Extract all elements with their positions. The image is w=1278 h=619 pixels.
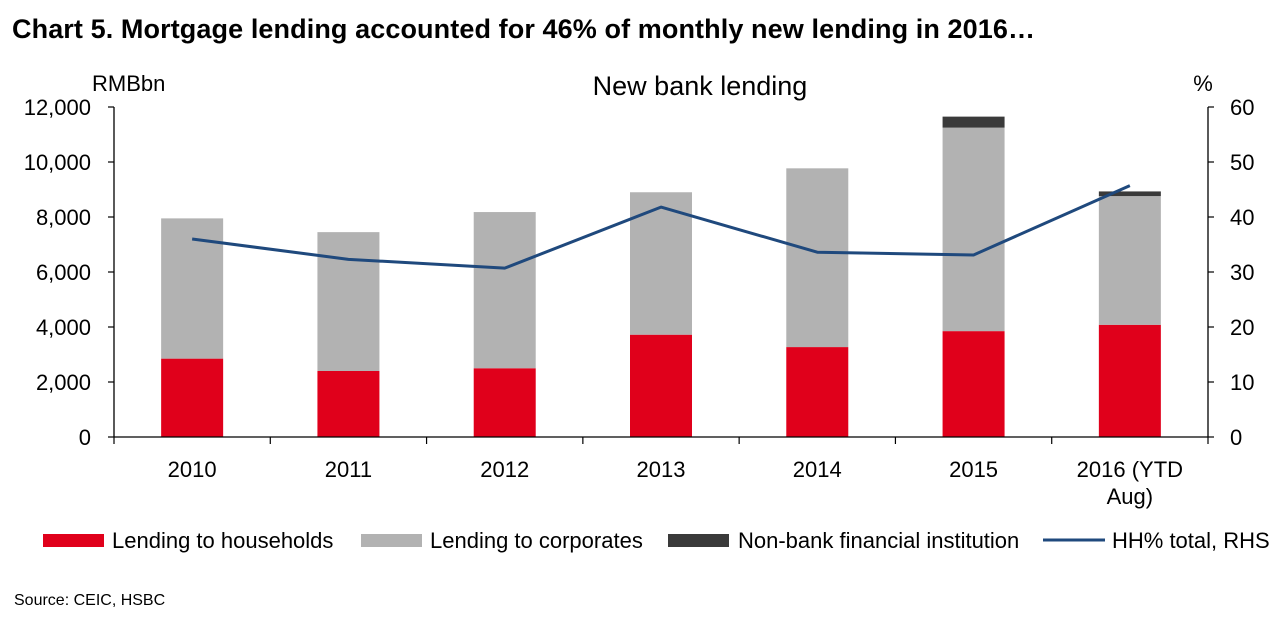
bar-lending-to-households-4 — [786, 347, 849, 437]
bar-lending-to-corporates-6 — [1098, 196, 1161, 325]
legend: Lending to households Lending to corporat… — [43, 528, 1270, 553]
bar-lending-to-households-0 — [161, 358, 224, 437]
x-tick-label: 2016 (YTD — [1077, 457, 1183, 482]
bar-non-bank-financial-institution-6 — [1098, 191, 1161, 197]
y-tick-left-label: 12,000 — [24, 95, 91, 120]
x-tick-label: 2012 — [480, 457, 529, 482]
x-tick-label: 2014 — [793, 457, 842, 482]
legend-swatch — [668, 534, 729, 547]
y-tick-right-label: 10 — [1230, 370, 1254, 395]
bar-lending-to-corporates-1 — [317, 232, 380, 371]
y-tick-left-label: 10,000 — [24, 150, 91, 175]
chart-title: Chart 5. Mortgage lending accounted for … — [12, 14, 1036, 44]
y-tick-right-label: 50 — [1230, 150, 1254, 175]
line-hh-total-rhs — [191, 184, 1131, 270]
y-tick-right-label: 20 — [1230, 315, 1254, 340]
bar-lending-to-corporates-5 — [942, 127, 1005, 332]
source-note: Source: CEIC, HSBC — [14, 592, 166, 609]
bar-lending-to-households-6 — [1098, 324, 1161, 437]
y-tick-left-label: 6,000 — [36, 260, 91, 285]
bar-lending-to-corporates-2 — [473, 212, 536, 369]
x-tick-label: 2013 — [637, 457, 686, 482]
bar-non-bank-financial-institution-5 — [942, 116, 1005, 128]
bar-lending-to-households-2 — [473, 368, 536, 437]
bar-lending-to-households-3 — [630, 334, 692, 437]
y-tick-left-label: 4,000 — [36, 315, 91, 340]
chart-subtitle: New bank lending — [593, 71, 808, 101]
y-tick-right-label: 40 — [1230, 205, 1254, 230]
y-tick-left-label: 2,000 — [36, 370, 91, 395]
legend-swatch — [43, 534, 104, 547]
x-tick-label: 2010 — [168, 457, 217, 482]
y-tick-right-label: 0 — [1230, 425, 1242, 450]
y-tick-right-label: 60 — [1230, 95, 1254, 120]
legend-label: Lending to households — [112, 528, 333, 553]
x-tick-label: Aug) — [1107, 484, 1153, 509]
x-tick-label: 2011 — [325, 457, 372, 482]
legend-label: HH% total, RHS — [1112, 528, 1270, 553]
y-tick-left-label: 0 — [79, 425, 91, 450]
legend-label: Non-bank financial institution — [738, 528, 1019, 553]
legend-label: Lending to corporates — [430, 528, 643, 553]
legend-swatch — [361, 534, 422, 547]
y-tick-right-label: 30 — [1230, 260, 1254, 285]
bar-lending-to-households-1 — [317, 371, 380, 437]
y-axis-right-label: % — [1193, 71, 1213, 96]
y-tick-left-label: 8,000 — [36, 205, 91, 230]
y-axis-left-label: RMBbn — [92, 71, 165, 96]
bar-lending-to-households-5 — [942, 331, 1005, 437]
x-tick-label: 2015 — [949, 457, 998, 482]
plot-area: 0 2,000 4,000 6,000 8,000 10,000 12,000 0 10 20 30… — [24, 95, 1255, 509]
bar-lending-to-corporates-4 — [786, 168, 849, 348]
